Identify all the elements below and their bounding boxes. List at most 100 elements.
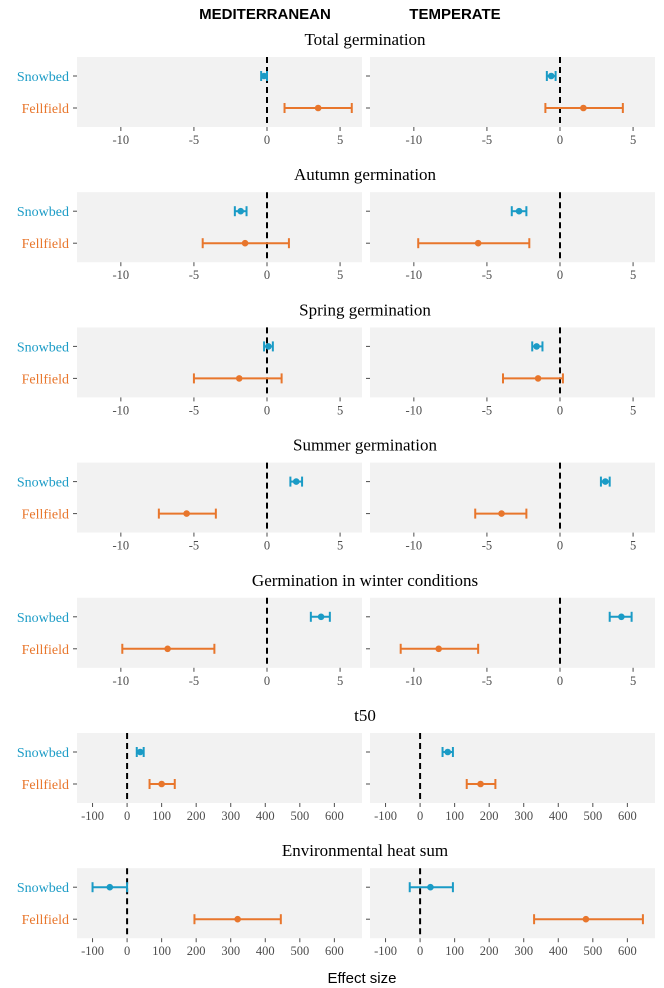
fellfield-row-label: Fellfield: [22, 643, 69, 658]
fellfield-row-label: Fellfield: [22, 372, 69, 387]
x-tick-label: 5: [630, 539, 636, 553]
x-tick-label: 400: [256, 809, 275, 823]
fellfield-point-estimate: [234, 915, 241, 923]
snowbed-row-label: Snowbed: [17, 340, 69, 355]
panel-background: [370, 597, 655, 668]
fellfield-row-label: Fellfield: [22, 508, 69, 523]
x-tick-label: 5: [630, 268, 636, 282]
x-tick-label: 400: [549, 809, 568, 823]
x-tick-label: 300: [221, 944, 240, 958]
panel-background: [370, 57, 655, 127]
panel-title: Summer germination: [293, 436, 438, 455]
x-tick-label: 200: [187, 944, 206, 958]
panel-temperate: -100 0 100 200 300 400 500 600: [366, 733, 655, 823]
panel-mediterranean: -100 0 100 200 300 400 500 600: [73, 733, 362, 823]
x-tick-label: 0: [264, 403, 270, 417]
panel-background: [370, 868, 655, 939]
x-tick-label: 0: [557, 403, 563, 417]
x-tick-label: 5: [630, 674, 636, 688]
x-tick-label: 100: [152, 944, 171, 958]
snowbed-row-label: Snowbed: [17, 611, 69, 626]
x-tick-label: -5: [482, 268, 492, 282]
fellfield-point-estimate: [241, 239, 249, 247]
x-tick-label: 500: [290, 944, 309, 958]
fellfield-row-label: Fellfield: [22, 778, 69, 793]
panel-background: [77, 192, 362, 263]
x-tick-label: -10: [406, 133, 423, 147]
panel-background: [370, 462, 655, 533]
panel-temperate: -10 -5 0 5: [366, 462, 655, 553]
x-tick-label: -10: [406, 674, 423, 688]
panel-temperate: -10 -5 0 5: [366, 192, 655, 282]
fellfield-point-estimate: [534, 375, 542, 382]
x-tick-label: 100: [445, 809, 464, 823]
snowbed-point-estimate: [618, 613, 625, 621]
x-tick-label: -5: [189, 268, 199, 282]
snowbed-point-estimate: [292, 478, 300, 485]
snowbed-point-estimate: [237, 207, 244, 215]
fellfield-point-estimate: [477, 780, 484, 788]
chart-row-1: Total germination -10 -5 0 5 -10 -5 0 5 Snowbed Fe…: [17, 30, 655, 147]
x-tick-label: 5: [337, 403, 343, 417]
x-tick-label: -100: [81, 944, 104, 958]
x-tick-label: 300: [221, 809, 240, 823]
panel-mediterranean: -10 -5 0 5: [73, 462, 362, 553]
x-tick-label: -100: [374, 809, 397, 823]
x-tick-label: -5: [482, 539, 492, 553]
x-tick-label: 200: [187, 809, 206, 823]
snowbed-point-estimate: [427, 883, 434, 891]
chart-row-4: Summer germination -10 -5 0 5 -10 -5 0 5 Snowbed F…: [17, 436, 655, 553]
x-tick-label: 5: [337, 674, 343, 688]
x-tick-label: 600: [618, 809, 637, 823]
x-tick-label: -5: [189, 674, 199, 688]
fellfield-row-label: Fellfield: [22, 913, 69, 928]
fellfield-point-estimate: [158, 780, 165, 788]
x-tick-label: 0: [124, 809, 130, 823]
chart-row-7: Environmental heat sum -100 0 100 200 300 400 5…: [17, 841, 655, 958]
fellfield-row-label: Fellfield: [22, 237, 69, 252]
x-tick-label: -10: [113, 133, 130, 147]
fellfield-point-estimate: [183, 510, 190, 517]
x-tick-label: 100: [152, 809, 171, 823]
panel-title: Autumn germination: [294, 165, 437, 184]
x-tick-label: 0: [557, 539, 563, 553]
snowbed-point-estimate: [533, 343, 540, 350]
panel-title: Environmental heat sum: [282, 841, 448, 860]
fellfield-point-estimate: [474, 239, 482, 247]
x-tick-label: -10: [113, 674, 130, 688]
x-tick-label: 500: [583, 944, 602, 958]
x-axis-title: Effect size: [328, 970, 397, 987]
x-tick-label: 600: [325, 944, 344, 958]
x-tick-label: -10: [113, 268, 130, 282]
x-tick-label: 0: [124, 944, 130, 958]
x-tick-label: 400: [256, 944, 275, 958]
x-tick-label: 600: [618, 944, 637, 958]
x-tick-label: 0: [557, 674, 563, 688]
panel-background: [370, 733, 655, 803]
x-tick-label: 0: [417, 809, 423, 823]
x-tick-label: 5: [337, 539, 343, 553]
chart-row-2: Autumn germination -10 -5 0 5 -10 -5 0 5 Snowbed F…: [17, 165, 655, 282]
panel-background: [77, 462, 362, 533]
x-tick-label: 0: [557, 133, 563, 147]
snowbed-row-label: Snowbed: [17, 881, 69, 896]
fellfield-point-estimate: [582, 915, 590, 923]
panel-mediterranean: -10 -5 0 5: [73, 57, 362, 147]
chart-row-5: Germination in winter conditions-10 -5 0 5-…: [17, 571, 655, 688]
x-tick-label: -100: [374, 944, 397, 958]
panel-temperate: -10 -5 0 5: [366, 57, 655, 147]
x-tick-label: -10: [113, 403, 130, 417]
panel-mediterranean: -10 -5 0 5: [73, 192, 362, 282]
panel-title: Spring germination: [299, 300, 431, 319]
x-tick-label: -10: [406, 403, 423, 417]
fellfield-point-estimate: [164, 645, 171, 653]
panel-temperate: -10 -5 0 5: [366, 327, 655, 417]
snowbed-point-estimate: [260, 72, 268, 80]
x-tick-label: 500: [290, 809, 309, 823]
snowbed-point-estimate: [106, 883, 114, 891]
snowbed-row-label: Snowbed: [17, 70, 69, 85]
x-tick-label: 0: [264, 133, 270, 147]
x-tick-label: 0: [417, 944, 423, 958]
column-header-mediterranean: MEDITERRANEAN: [199, 6, 331, 23]
fellfield-point-estimate: [435, 645, 442, 653]
